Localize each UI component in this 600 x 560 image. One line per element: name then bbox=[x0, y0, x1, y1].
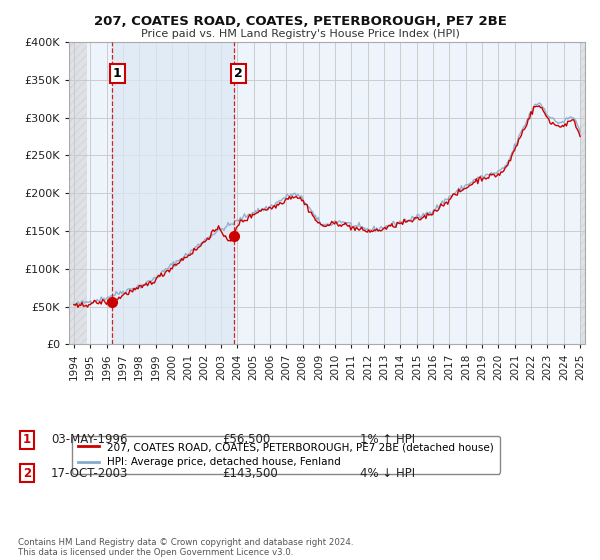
Bar bbox=[69, 42, 87, 344]
Text: £143,500: £143,500 bbox=[222, 466, 278, 480]
Text: 2: 2 bbox=[23, 466, 31, 480]
Bar bbox=[580, 42, 585, 344]
Text: 1% ↑ HPI: 1% ↑ HPI bbox=[360, 433, 415, 446]
Text: 1: 1 bbox=[23, 433, 31, 446]
Bar bbox=[112, 42, 234, 344]
Text: Contains HM Land Registry data © Crown copyright and database right 2024.
This d: Contains HM Land Registry data © Crown c… bbox=[18, 538, 353, 557]
Text: 03-MAY-1996: 03-MAY-1996 bbox=[51, 433, 128, 446]
Text: 1: 1 bbox=[113, 67, 122, 80]
Text: £56,500: £56,500 bbox=[222, 433, 270, 446]
Text: 2: 2 bbox=[235, 67, 243, 80]
Text: Price paid vs. HM Land Registry's House Price Index (HPI): Price paid vs. HM Land Registry's House … bbox=[140, 29, 460, 39]
Text: 207, COATES ROAD, COATES, PETERBOROUGH, PE7 2BE: 207, COATES ROAD, COATES, PETERBOROUGH, … bbox=[94, 15, 506, 27]
Text: 4% ↓ HPI: 4% ↓ HPI bbox=[360, 466, 415, 480]
Text: 17-OCT-2003: 17-OCT-2003 bbox=[51, 466, 128, 480]
Legend: 207, COATES ROAD, COATES, PETERBOROUGH, PE7 2BE (detached house), HPI: Average p: 207, COATES ROAD, COATES, PETERBOROUGH, … bbox=[71, 436, 500, 474]
